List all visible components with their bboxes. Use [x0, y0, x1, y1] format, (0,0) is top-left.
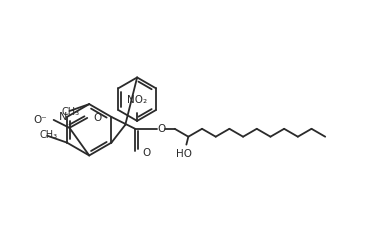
Text: HO: HO: [176, 148, 192, 159]
Text: O: O: [158, 124, 166, 134]
Text: CH₃: CH₃: [61, 107, 80, 117]
Text: CH₃: CH₃: [39, 130, 57, 140]
Text: N: N: [59, 112, 67, 122]
Text: O: O: [93, 113, 102, 123]
Text: NO₂: NO₂: [127, 95, 147, 105]
Text: O⁻: O⁻: [33, 115, 47, 125]
Text: O: O: [142, 148, 150, 157]
